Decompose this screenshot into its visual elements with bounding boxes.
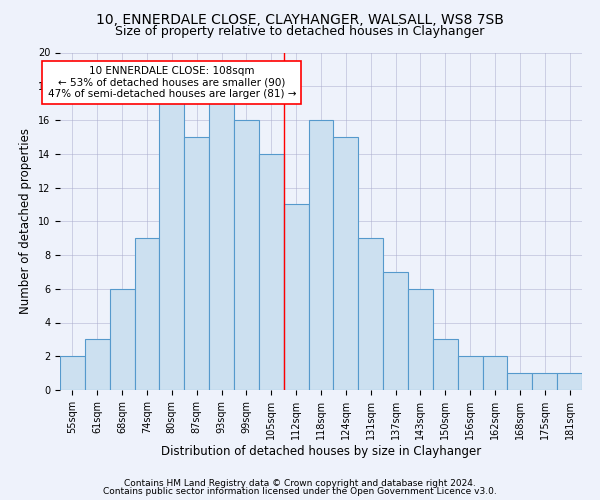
Text: Size of property relative to detached houses in Clayhanger: Size of property relative to detached ho… <box>115 25 485 38</box>
Text: 10 ENNERDALE CLOSE: 108sqm
← 53% of detached houses are smaller (90)
47% of semi: 10 ENNERDALE CLOSE: 108sqm ← 53% of deta… <box>47 66 296 99</box>
Bar <box>458 356 482 390</box>
Bar <box>358 238 383 390</box>
Bar <box>334 137 358 390</box>
Text: Contains public sector information licensed under the Open Government Licence v3: Contains public sector information licen… <box>103 487 497 496</box>
Bar <box>134 238 160 390</box>
Bar <box>110 289 134 390</box>
Bar <box>383 272 408 390</box>
Bar <box>234 120 259 390</box>
Bar <box>408 289 433 390</box>
Text: Contains HM Land Registry data © Crown copyright and database right 2024.: Contains HM Land Registry data © Crown c… <box>124 478 476 488</box>
Bar <box>557 373 582 390</box>
Bar <box>184 137 209 390</box>
Bar <box>209 103 234 390</box>
Bar <box>60 356 85 390</box>
Text: 10, ENNERDALE CLOSE, CLAYHANGER, WALSALL, WS8 7SB: 10, ENNERDALE CLOSE, CLAYHANGER, WALSALL… <box>96 12 504 26</box>
Bar <box>508 373 532 390</box>
Bar <box>85 340 110 390</box>
Y-axis label: Number of detached properties: Number of detached properties <box>19 128 32 314</box>
X-axis label: Distribution of detached houses by size in Clayhanger: Distribution of detached houses by size … <box>161 444 481 458</box>
Bar <box>482 356 508 390</box>
Bar <box>284 204 308 390</box>
Bar <box>308 120 334 390</box>
Bar <box>433 340 458 390</box>
Bar <box>259 154 284 390</box>
Bar <box>160 103 184 390</box>
Bar <box>532 373 557 390</box>
